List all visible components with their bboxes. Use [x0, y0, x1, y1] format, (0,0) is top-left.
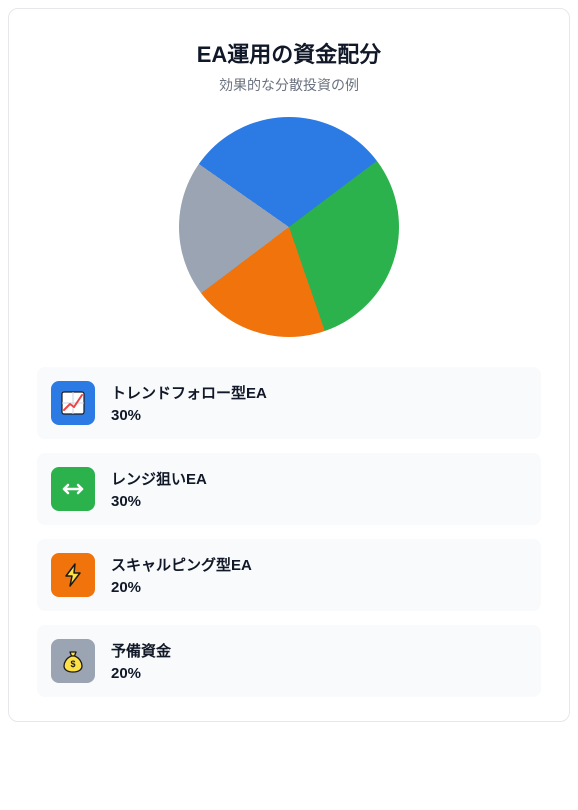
- money-bag-icon: $: [51, 639, 95, 683]
- legend-item-range: レンジ狙いEA 30%: [37, 453, 541, 525]
- pie-chart-container: [37, 117, 541, 337]
- legend-value: 30%: [111, 407, 267, 424]
- horizontal-arrows-icon: [51, 467, 95, 511]
- legend-item-trend: トレンドフォロー型EA 30%: [37, 367, 541, 439]
- legend-list: トレンドフォロー型EA 30% レンジ狙いEA 30%: [37, 367, 541, 697]
- legend-label: 予備資金: [111, 640, 171, 661]
- legend-label: レンジ狙いEA: [111, 468, 207, 489]
- legend-item-reserve: $ 予備資金 20%: [37, 625, 541, 697]
- legend-label: スキャルピング型EA: [111, 554, 252, 575]
- legend-value: 30%: [111, 493, 207, 510]
- lightning-icon: [51, 553, 95, 597]
- legend-value: 20%: [111, 665, 171, 682]
- legend-text: スキャルピング型EA 20%: [111, 554, 252, 596]
- legend-text: トレンドフォロー型EA 30%: [111, 382, 267, 424]
- svg-text:$: $: [70, 659, 75, 669]
- trend-chart-icon: [51, 381, 95, 425]
- card-subtitle: 効果的な分散投資の例: [37, 75, 541, 95]
- legend-value: 20%: [111, 579, 252, 596]
- pie-chart: [179, 117, 399, 337]
- card-title: EA運用の資金配分: [37, 37, 541, 69]
- allocation-card: EA運用の資金配分 効果的な分散投資の例 トレンドフォロー型EA 30%: [8, 8, 570, 722]
- legend-text: 予備資金 20%: [111, 640, 171, 682]
- legend-text: レンジ狙いEA 30%: [111, 468, 207, 510]
- legend-label: トレンドフォロー型EA: [111, 382, 267, 403]
- legend-item-scalping: スキャルピング型EA 20%: [37, 539, 541, 611]
